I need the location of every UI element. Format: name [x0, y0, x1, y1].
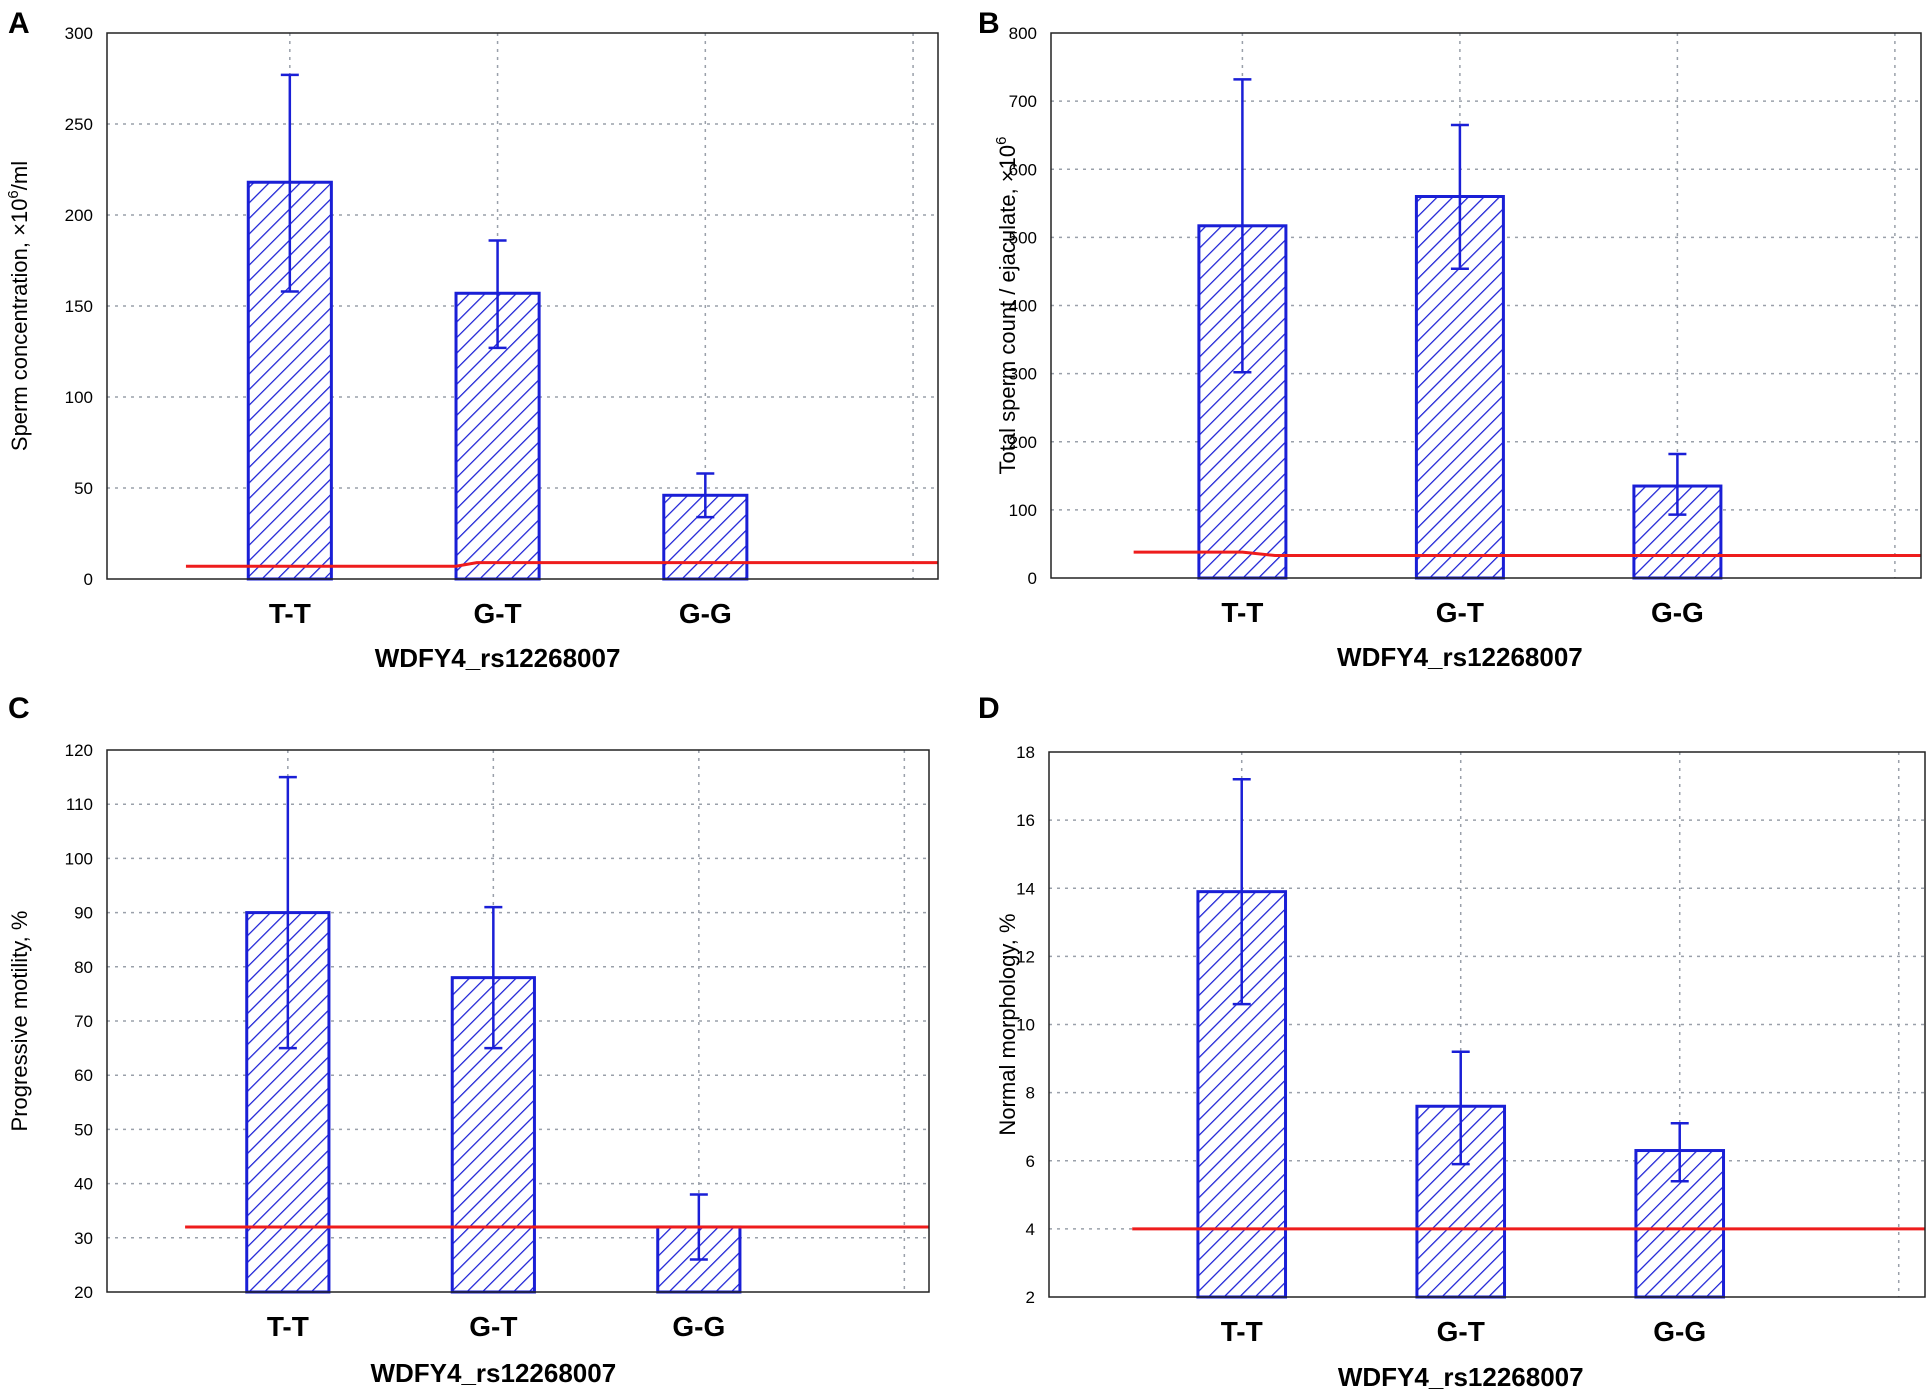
panel-a-category-label: T-T [269, 598, 311, 629]
panel-a-x-axis-title: WDFY4_rs12268007 [375, 643, 621, 673]
panel-c-ytick-label: 20 [74, 1283, 93, 1302]
panel-d-ytick-label: 2 [1026, 1288, 1035, 1307]
panel-c-ytick-label: 90 [74, 904, 93, 923]
panel-b-x-axis-title: WDFY4_rs12268007 [1337, 642, 1583, 672]
panel-a-category-label: G-T [473, 598, 521, 629]
panel-b-ytick-label: 600 [1009, 160, 1037, 179]
panel-d-category-label: G-T [1437, 1316, 1485, 1347]
panel-c-ytick-label: 120 [65, 741, 93, 760]
panel-d-ytick-label: 6 [1026, 1152, 1035, 1171]
panel-d-y-axis-title: Normal morphology, % [995, 913, 1020, 1135]
panel-c-ytick-label: 40 [74, 1175, 93, 1194]
panel-c-category-label: G-G [672, 1311, 725, 1342]
panel-b-category-label: G-T [1436, 597, 1484, 628]
panel-a-ytick-label: 0 [84, 570, 93, 589]
panel-b-plot-frame [1050, 32, 1922, 579]
panel-c-ytick-label: 80 [74, 958, 93, 977]
panel-c-letter: C [8, 692, 30, 725]
panel-c-y-axis-title: Progressive motility, % [7, 911, 32, 1132]
panel-a-ytick-label: 150 [65, 297, 93, 316]
panel-a-ytick-label: 100 [65, 388, 93, 407]
panel-d-x-axis-title: WDFY4_rs12268007 [1338, 1362, 1584, 1392]
panel-d-ytick-label: 4 [1026, 1220, 1035, 1239]
panel-a-reference-line [185, 561, 938, 568]
panel-a-ytick-label: 300 [65, 24, 93, 43]
panel-d-ytick-label: 16 [1016, 811, 1035, 830]
panel-a-ytick-label: 250 [65, 115, 93, 134]
panel-c-ytick-label: 100 [65, 849, 93, 868]
panel-b-ytick-label: 300 [1009, 365, 1037, 384]
panel-c-ytick-label: 110 [66, 795, 93, 814]
panel-c-x-axis-title: WDFY4_rs12268007 [370, 1358, 616, 1388]
panel-a-category-label: G-G [679, 598, 732, 629]
panel-b-ytick-label: 0 [1028, 569, 1037, 588]
panel-b-ytick-label: 100 [1009, 501, 1037, 520]
panel-d-letter: D [978, 692, 1000, 725]
panel-b-category-label: G-G [1651, 597, 1704, 628]
panel-c-category-label: T-T [267, 1311, 309, 1342]
panel-b-category-label: T-T [1221, 597, 1263, 628]
panel-d-ytick-label: 10 [1016, 1016, 1035, 1035]
panel-d-ytick-label: 18 [1016, 743, 1035, 762]
panel-b-ytick-label: 800 [1009, 24, 1037, 43]
panel-a-ytick-label: 50 [74, 479, 93, 498]
panel-c-category-label: G-T [469, 1311, 517, 1342]
panel-d-category-label: T-T [1221, 1316, 1263, 1347]
panel-b-reference-line [1133, 550, 1921, 558]
panel-c-ytick-label: 60 [74, 1066, 93, 1085]
panel-d-ytick-label: 14 [1016, 879, 1035, 898]
panel-a-plot-frame [106, 32, 939, 580]
panel-a-y-axis-title: Sperm concentration, ×106/ml [5, 161, 32, 451]
panel-b-ytick-label: 700 [1009, 92, 1037, 111]
panel-b-ytick-label: 400 [1009, 297, 1037, 316]
panel-b-y-axis-title: Total sperm count / ejaculate, ×106 [993, 137, 1020, 475]
panel-c-ytick-label: 50 [74, 1120, 93, 1139]
panel-d-plot-frame [1048, 751, 1926, 1298]
panel-c-plot-frame [106, 749, 930, 1293]
panel-b-ytick-label: 500 [1009, 228, 1037, 247]
panel-a-bar-g-g [662, 493, 749, 581]
panel-b-letter: B [978, 7, 1000, 40]
panel-c-ytick-label: 70 [74, 1012, 93, 1031]
panel-a-letter: A [8, 7, 30, 40]
panel-b-ytick-label: 200 [1009, 433, 1037, 452]
panel-a-ytick-label: 200 [65, 206, 93, 225]
panel-c-ytick-label: 30 [74, 1229, 93, 1248]
panel-d-ytick-label: 8 [1026, 1084, 1035, 1103]
panel-d-category-label: G-G [1653, 1316, 1706, 1347]
panel-d-ytick-label: 12 [1016, 947, 1035, 966]
